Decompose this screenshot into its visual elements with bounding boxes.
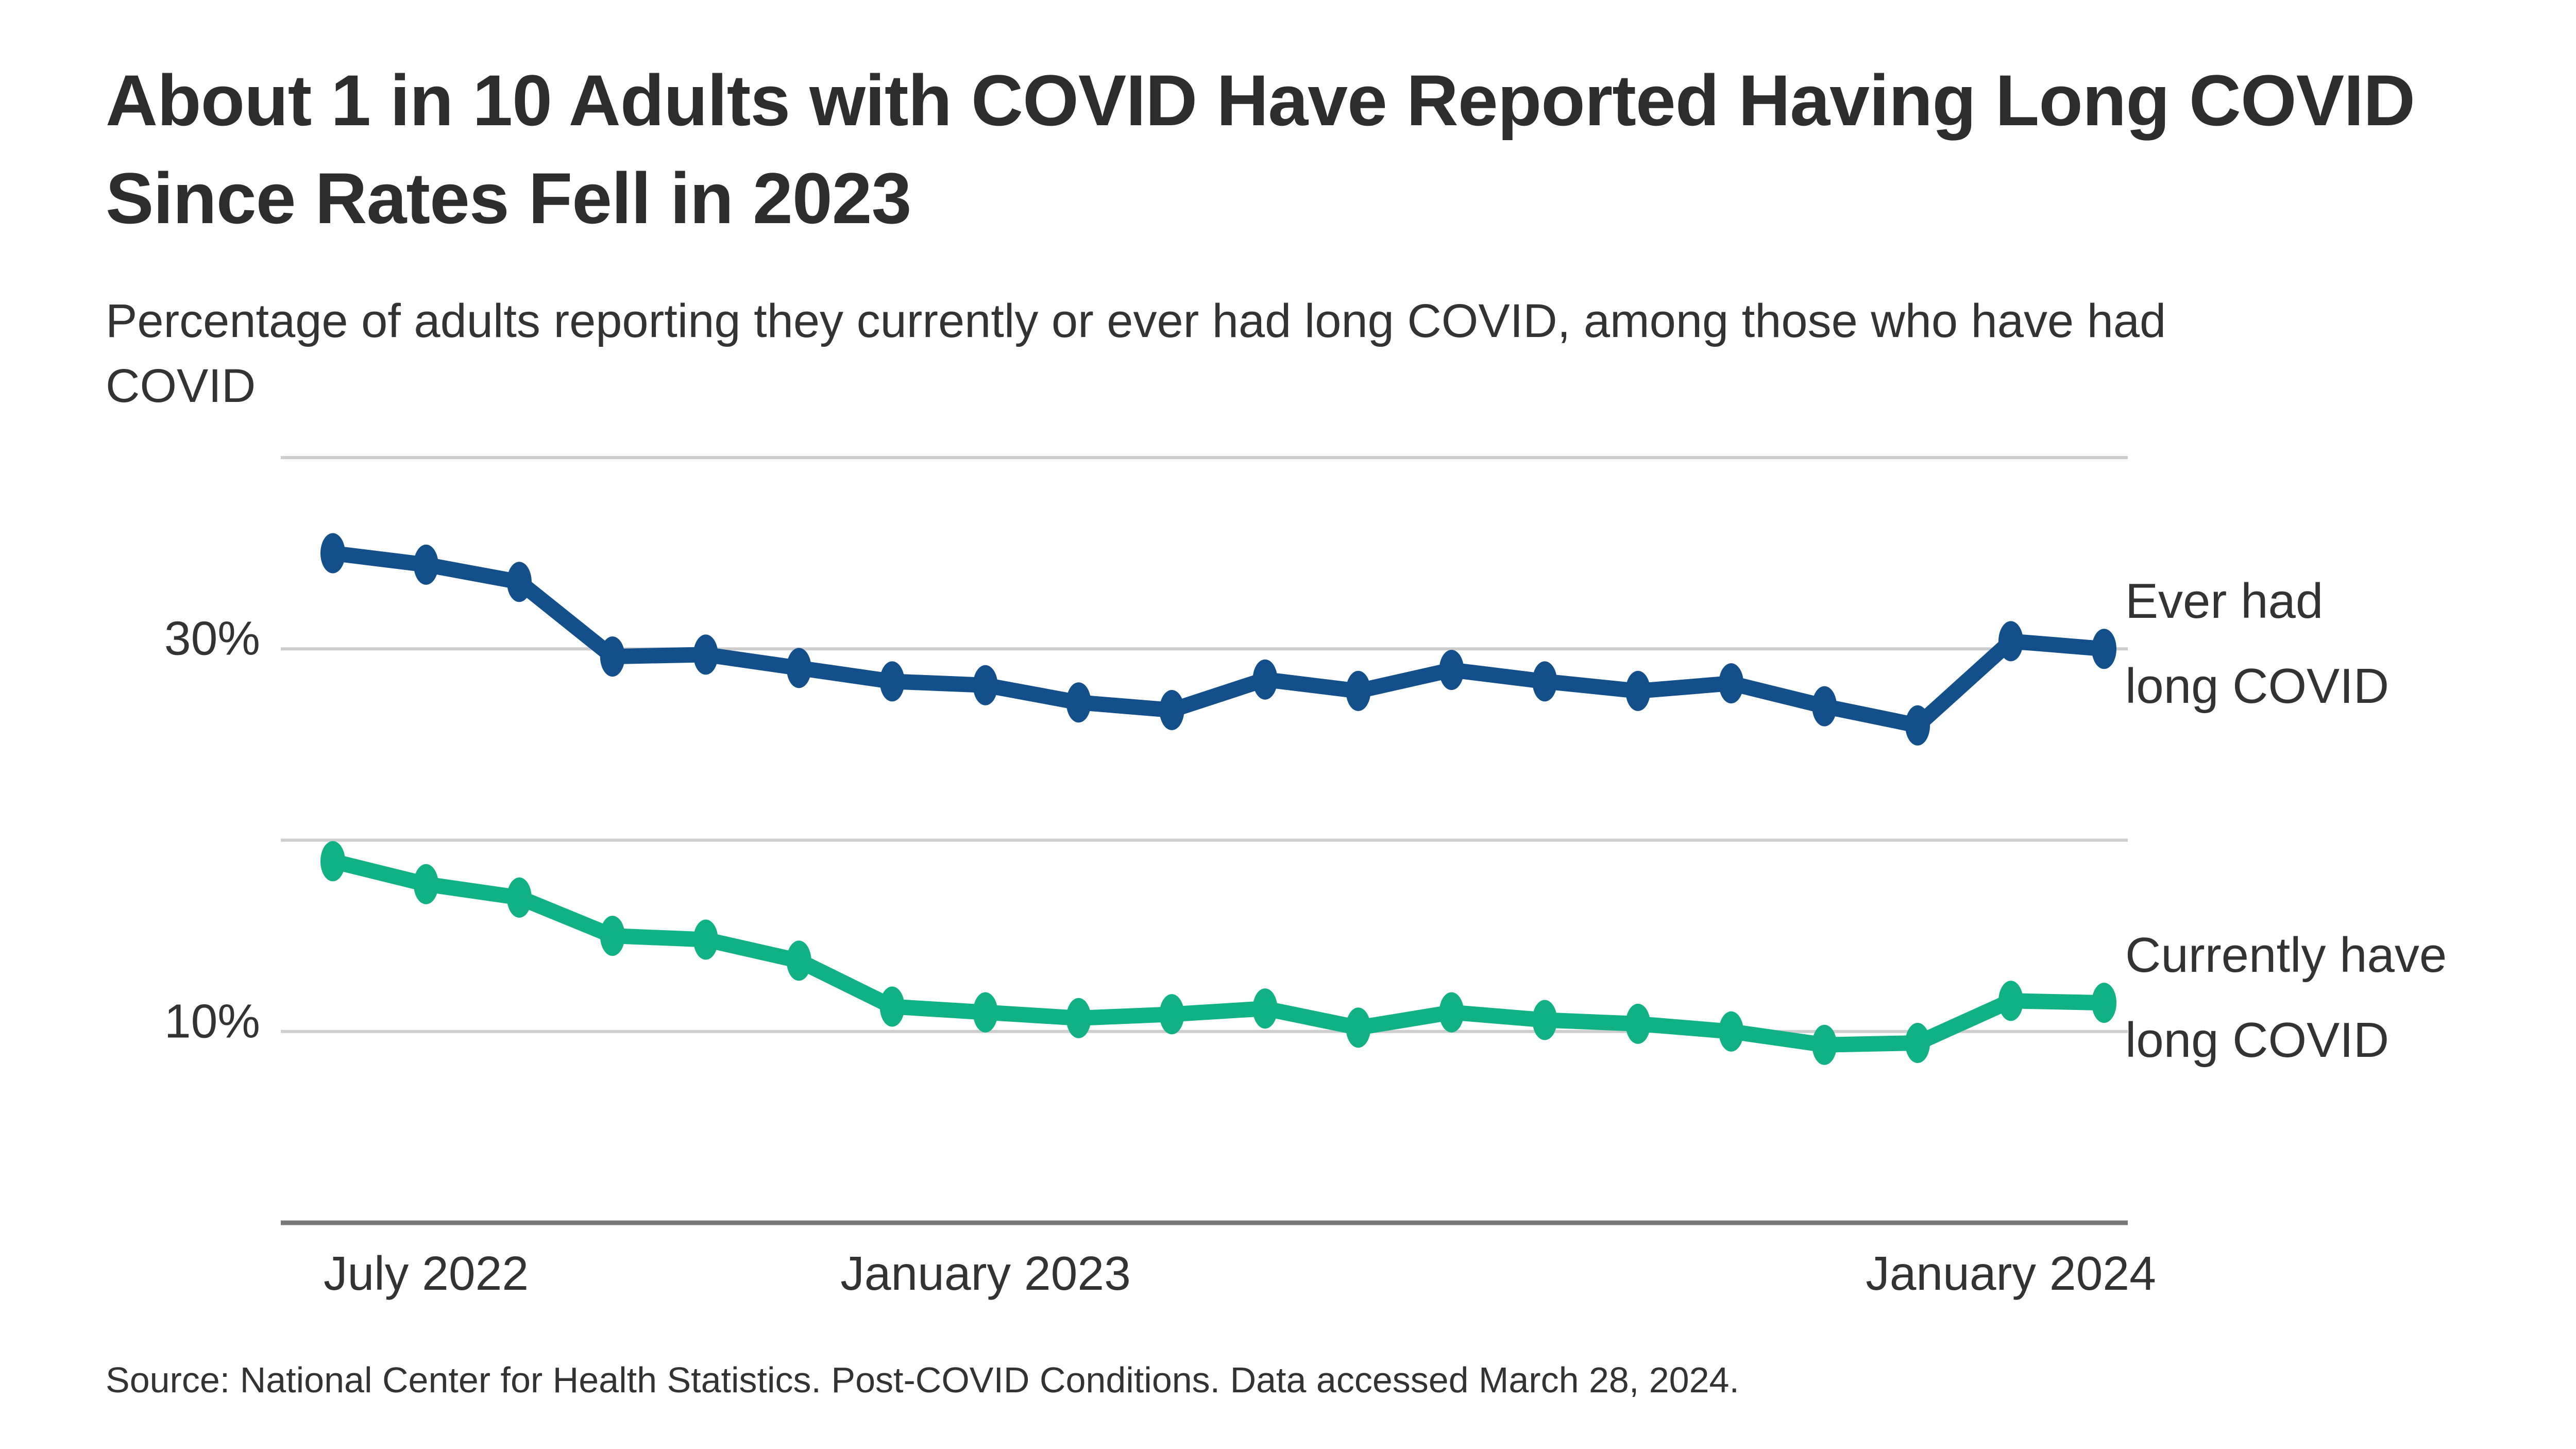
data-point-current-14 (1625, 1003, 1651, 1044)
data-point-ever-12 (1439, 650, 1464, 690)
data-point-current-10 (1252, 988, 1278, 1029)
data-point-current-15 (1719, 1011, 1744, 1052)
data-point-current-4 (693, 919, 718, 960)
data-point-ever-5 (786, 648, 811, 688)
data-point-ever-3 (600, 636, 625, 677)
line-ever-had-long-covid (325, 545, 2112, 733)
legend-ever-line-2: long COVID (2125, 659, 2389, 714)
page-title: About 1 in 10 Adults with COVID Have Rep… (106, 60, 2415, 239)
data-point-ever-11 (1346, 670, 1371, 711)
data-point-ever-4 (693, 634, 718, 675)
data-point-ever-8 (1066, 682, 1091, 723)
data-point-ever-1 (413, 544, 438, 585)
legend-ever-had-long-covid: Ever had long COVID (2125, 559, 2389, 729)
data-point-current-16 (1812, 1024, 1837, 1065)
data-point-current-1 (413, 864, 438, 904)
data-point-current-8 (1066, 998, 1091, 1038)
data-point-ever-19 (2092, 629, 2116, 669)
legend-current-line-1: Currently have (2125, 928, 2447, 983)
data-point-current-19 (2092, 983, 2116, 1023)
data-point-current-3 (600, 916, 625, 956)
data-point-current-11 (1346, 1007, 1371, 1048)
data-point-current-2 (506, 877, 532, 918)
data-point-ever-18 (1998, 621, 2023, 662)
data-point-current-18 (1998, 981, 2023, 1021)
x-axis-tick-january-2023: January 2023 (840, 1246, 1131, 1300)
chart-subtitle: Percentage of adults reporting they curr… (106, 295, 2166, 413)
x-axis-tick-january-2024: January 2024 (1866, 1246, 2156, 1300)
y-axis-tick-10: 10% (164, 994, 260, 1048)
data-point-current-0 (320, 841, 345, 882)
data-point-current-17 (1905, 1023, 1930, 1063)
y-axis-tick-30: 30% (164, 611, 260, 665)
line-currently-have-long-covid (325, 853, 2112, 1053)
legend-ever-line-1: Ever had (2125, 574, 2324, 629)
data-point-ever-17 (1905, 705, 1930, 746)
data-point-ever-6 (879, 661, 905, 702)
source-note: Source: National Center for Health Stati… (106, 1360, 1739, 1400)
data-point-ever-14 (1625, 670, 1651, 711)
data-point-current-13 (1532, 1000, 1557, 1040)
legend-current-line-2: long COVID (2125, 1013, 2389, 1068)
data-point-current-12 (1439, 992, 1464, 1033)
data-point-current-9 (1159, 994, 1184, 1035)
data-point-ever-15 (1719, 663, 1744, 704)
data-point-ever-10 (1252, 659, 1278, 700)
data-point-current-7 (973, 992, 998, 1033)
data-point-current-6 (879, 986, 905, 1027)
data-point-ever-9 (1159, 690, 1184, 730)
data-point-ever-0 (320, 533, 345, 574)
data-point-ever-7 (973, 665, 998, 705)
data-point-ever-13 (1532, 661, 1557, 702)
legend-currently-have-long-covid: Currently have long COVID (2125, 913, 2447, 1083)
data-point-ever-16 (1812, 686, 1837, 727)
data-point-ever-2 (506, 562, 532, 602)
data-point-current-5 (786, 940, 811, 981)
x-axis-tick-july-2022: July 2022 (323, 1246, 529, 1300)
